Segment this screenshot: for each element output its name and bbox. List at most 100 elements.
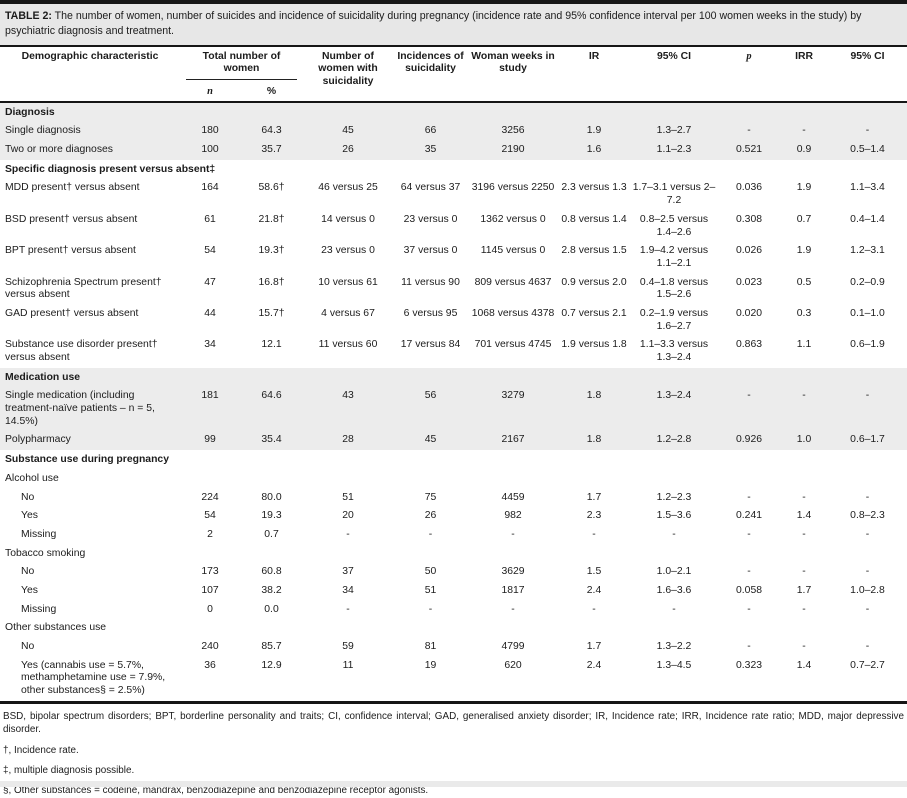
cell: 19.3 xyxy=(261,510,282,522)
table-row: Schizophrenia Spectrum present† versus a… xyxy=(0,274,907,305)
row-label: Two or more diagnoses xyxy=(5,144,114,156)
cell: - xyxy=(865,528,870,540)
cell: - xyxy=(747,566,751,578)
cell: 99 xyxy=(204,434,216,446)
row-label: Missing xyxy=(21,603,57,615)
cell: 54 xyxy=(204,245,216,257)
col-header-incidences-of-suicidality: Incidences of suicidality xyxy=(397,50,464,75)
subsection-header-label: Other substances use xyxy=(5,622,107,634)
table-row: Yes 107 38.2 34 51 1817 2.4 1.6–3.6 0.058 1.7 1.0–… xyxy=(0,582,907,601)
cell: 45 xyxy=(424,434,437,446)
cell: 3629 xyxy=(501,566,525,578)
cell: 1.9–4.2 versus 1.1–2.1 xyxy=(639,245,709,269)
cell: - xyxy=(802,603,806,615)
cell: - xyxy=(802,125,806,137)
cell: 1068 versus 4378 xyxy=(471,307,555,319)
cell: - xyxy=(672,603,676,615)
cell: 0.3 xyxy=(796,307,812,319)
cell: - xyxy=(865,566,870,578)
cell: 23 versus 0 xyxy=(321,245,375,257)
row-label: No xyxy=(21,566,35,578)
cell: 173 xyxy=(201,566,219,578)
cell: - xyxy=(865,125,870,137)
cell: 19 xyxy=(424,659,437,671)
cell: - xyxy=(672,528,676,540)
cell: - xyxy=(747,390,751,402)
cell: 11 xyxy=(342,659,354,671)
row-label: Substance use disorder present† versus a… xyxy=(5,339,158,364)
cell: 1.7 xyxy=(586,491,602,503)
cell: 1.1–2.3 xyxy=(656,144,692,156)
cell: - xyxy=(428,603,433,615)
row-label: Single diagnosis xyxy=(5,125,81,137)
cell: 0.521 xyxy=(736,144,763,156)
cell: - xyxy=(346,603,350,615)
cell: 19.3† xyxy=(258,245,285,257)
row-label: Single medication (including treatment-n… xyxy=(5,390,155,427)
row-label: No xyxy=(21,641,35,653)
footnote: BSD, bipolar spectrum disorders; BPT, bo… xyxy=(3,710,904,736)
cell: 1.5–3.6 xyxy=(656,510,692,522)
cell: 2167 xyxy=(501,434,525,446)
cell: - xyxy=(592,603,596,615)
cell: 43 xyxy=(342,390,354,402)
row-label: Missing xyxy=(21,528,57,540)
cell: 64.6 xyxy=(261,390,282,402)
cell: 0.8–2.5 versus 1.4–2.6 xyxy=(639,213,709,238)
cell: 85.7 xyxy=(261,641,282,653)
cell: - xyxy=(346,528,350,540)
cell: 1.0–2.1 xyxy=(656,566,692,578)
cell: - xyxy=(747,528,751,540)
table-row: Missing 0 0.0 - - - - - - - - xyxy=(0,601,907,620)
cell: 17 versus 84 xyxy=(400,339,461,351)
row-label: Yes xyxy=(21,584,38,596)
cell: 2 xyxy=(207,528,213,540)
cell: 3196 versus 2250 xyxy=(471,182,555,194)
cell: - xyxy=(802,390,806,402)
row-label: Yes xyxy=(21,510,38,522)
cell: 1.2–2.3 xyxy=(656,491,692,503)
cell: 37 versus 0 xyxy=(403,245,458,257)
cell: 56 xyxy=(424,390,437,402)
cell: 0.323 xyxy=(736,659,763,671)
cell: 1.0 xyxy=(796,434,812,446)
cell: 2.8 versus 1.5 xyxy=(561,245,627,257)
row-label: MDD present† versus absent xyxy=(5,182,140,194)
row-label: BPT present† versus absent xyxy=(5,245,136,257)
cell: 15.7† xyxy=(258,307,285,319)
cell: - xyxy=(747,603,751,615)
cell: 0.023 xyxy=(736,276,763,288)
cell: 0.9 versus 2.0 xyxy=(561,276,627,288)
total-number-group-label: Total number of women xyxy=(186,51,298,81)
cell: 47 xyxy=(204,276,216,288)
cell: 0.7 versus 2.1 xyxy=(561,307,627,319)
cell: 0.6–1.7 xyxy=(850,434,885,446)
cell: 1.7 xyxy=(796,584,812,596)
cell: 23 versus 0 xyxy=(403,213,458,225)
col-header-95ci-2: 95% CI xyxy=(850,50,885,62)
cell: - xyxy=(747,491,751,503)
cell: 20 xyxy=(342,510,354,522)
cell: 0.0 xyxy=(264,603,279,615)
section-header-label: Specific diagnosis present versus absent… xyxy=(5,163,216,175)
cell: 46 versus 25 xyxy=(318,182,378,194)
table-body: Diagnosis Single diagnosis 180 64.3 45 66 3256… xyxy=(0,101,907,701)
cell: 0.8–2.3 xyxy=(850,510,885,522)
subsection-header-label: Tobacco smoking xyxy=(5,547,86,559)
cell: 0.4–1.8 versus 1.5–2.6 xyxy=(639,276,709,301)
cell: 4 versus 67 xyxy=(321,307,375,319)
cell: 26 xyxy=(424,510,437,522)
cell: 0.5 xyxy=(796,276,812,288)
cell: 28 xyxy=(342,434,354,446)
cell: - xyxy=(428,528,433,540)
cell: 35.4 xyxy=(261,434,282,446)
cell: 61 xyxy=(204,213,216,225)
col-header-total-number-of-women: Total number of women xyxy=(180,47,303,82)
bottom-artifact xyxy=(0,781,907,787)
cell: 100 xyxy=(201,144,219,156)
cell: 1.1–3.4 xyxy=(850,182,885,194)
cell: 50 xyxy=(424,566,437,578)
cell: 0.2–1.9 versus 1.6–2.7 xyxy=(639,307,709,332)
cell: 2.4 xyxy=(586,584,602,596)
section-header-row: Diagnosis xyxy=(0,101,907,123)
